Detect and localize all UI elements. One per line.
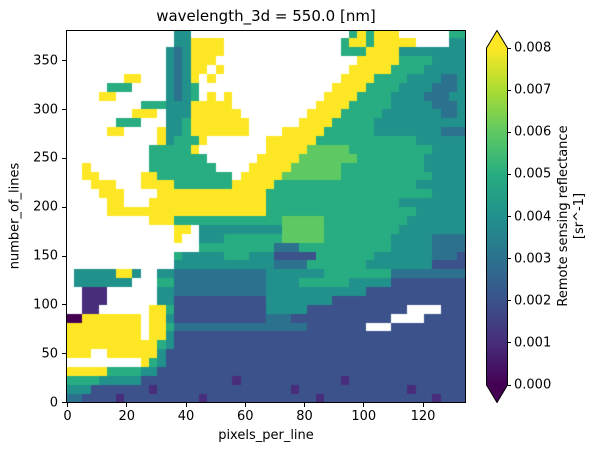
y-tick-label: 50 <box>41 346 58 362</box>
x-tick-label: 20 <box>118 409 136 424</box>
x-tick-label: 120 <box>410 409 436 424</box>
x-axis-label: pixels_per_line <box>218 428 314 443</box>
colorbar-tickmark <box>508 258 511 260</box>
x-tickmark <box>363 403 365 407</box>
y-tickmark <box>62 255 66 257</box>
colorbar-tick-label: 0.004 <box>514 209 552 224</box>
y-tickmark <box>62 353 66 355</box>
y-tickmark <box>62 402 66 403</box>
x-tickmark <box>422 403 424 407</box>
colorbar-tickmark <box>508 47 511 49</box>
x-tick-label: 80 <box>296 409 313 424</box>
x-tickmark <box>304 403 306 407</box>
colorbar-tick-label: 0.005 <box>514 166 552 182</box>
y-tick-label: 100 <box>33 297 58 313</box>
y-tickmark <box>62 304 66 306</box>
y-tick-label: 0 <box>49 395 58 410</box>
y-tick-label: 200 <box>33 199 58 215</box>
colorbar-tick-label: 0.001 <box>514 335 552 351</box>
colorbar-tickmark <box>508 89 511 91</box>
y-tick-label: 300 <box>33 102 58 118</box>
colorbar-tick-label: 0.002 <box>514 293 552 309</box>
x-tickmark <box>244 403 246 407</box>
colorbar-tickmark <box>508 131 511 133</box>
x-tickmark <box>126 403 128 407</box>
colorbar-tick-label: 0.006 <box>514 124 552 140</box>
y-tickmark <box>62 206 66 208</box>
y-tick-label: 150 <box>33 248 58 264</box>
heatmap-image <box>66 30 466 403</box>
y-tick-label: 250 <box>33 150 58 166</box>
colorbar-tick-label: 0.000 <box>514 377 552 393</box>
x-tickmark <box>185 403 187 407</box>
colorbar-gradient <box>486 30 508 403</box>
colorbar-label-line1: Remote sensing reflectance <box>555 125 571 307</box>
x-tick-label: 40 <box>177 409 195 424</box>
colorbar-tick-label: 0.003 <box>514 251 552 267</box>
colorbar-tickmark <box>508 300 511 302</box>
y-tickmark <box>62 109 66 111</box>
y-tick-label: 350 <box>33 53 58 69</box>
colorbar <box>486 30 508 403</box>
x-tickmark <box>66 403 68 407</box>
x-tick-label: 0 <box>63 409 72 424</box>
colorbar-axis-label: Remote sensing reflectance [sr^-1] <box>556 125 589 306</box>
colorbar-tickmark <box>508 216 511 217</box>
y-tickmark <box>62 157 66 159</box>
y-tickmark <box>62 60 66 62</box>
colorbar-label-line2: [sr^-1] <box>572 192 587 240</box>
colorbar-tickmark <box>508 384 511 386</box>
x-tick-label: 100 <box>351 409 377 424</box>
colorbar-tickmark <box>508 342 511 344</box>
colorbar-tickmark <box>508 173 511 175</box>
colorbar-tick-label: 0.008 <box>514 40 552 56</box>
colorbar-tick-label: 0.007 <box>514 82 552 98</box>
plot-title: wavelength_3d = 550.0 [nm] <box>156 7 376 25</box>
x-tick-label: 60 <box>236 409 254 424</box>
